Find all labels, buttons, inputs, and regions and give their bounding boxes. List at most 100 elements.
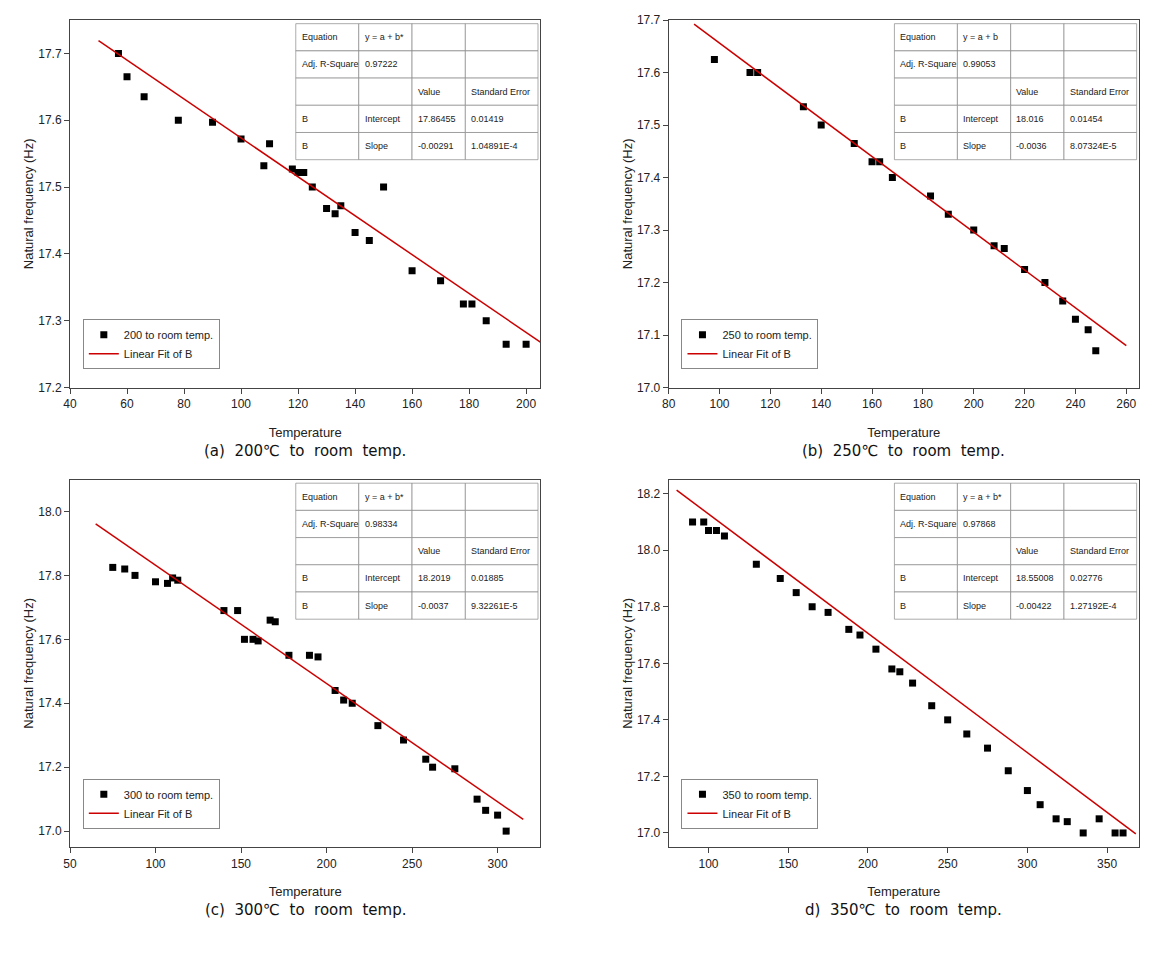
- svg-text:17.4: 17.4: [637, 713, 661, 727]
- svg-text:17.4: 17.4: [38, 696, 62, 710]
- svg-text:Adj. R-Square: Adj. R-Square: [900, 59, 957, 69]
- svg-text:160: 160: [862, 397, 882, 411]
- svg-text:Equation: Equation: [302, 492, 338, 502]
- svg-text:Linear Fit of B: Linear Fit of B: [124, 808, 192, 820]
- svg-text:180: 180: [913, 397, 933, 411]
- svg-text:50: 50: [63, 857, 77, 871]
- svg-text:-0.0037: -0.0037: [418, 601, 449, 611]
- svg-text:80: 80: [177, 397, 191, 411]
- svg-text:18.55008: 18.55008: [1016, 573, 1054, 583]
- svg-text:17.6: 17.6: [637, 66, 661, 80]
- svg-text:120: 120: [760, 397, 780, 411]
- svg-text:300: 300: [1017, 857, 1037, 871]
- svg-text:Linear Fit of B: Linear Fit of B: [124, 348, 192, 360]
- svg-text:Standard Error: Standard Error: [471, 87, 530, 97]
- svg-text:B: B: [900, 114, 906, 124]
- svg-text:200: 200: [516, 397, 536, 411]
- svg-text:17.6: 17.6: [38, 633, 62, 647]
- svg-text:B: B: [302, 601, 308, 611]
- svg-text:160: 160: [402, 397, 422, 411]
- svg-text:Natural frequency (Hz): Natural frequency (Hz): [21, 598, 36, 729]
- svg-text:Slope: Slope: [365, 141, 388, 151]
- svg-text:80: 80: [662, 397, 676, 411]
- svg-text:y = a + b: y = a + b: [963, 32, 998, 42]
- svg-text:Equation: Equation: [900, 32, 936, 42]
- svg-text:-0.0036: -0.0036: [1016, 141, 1047, 151]
- svg-text:18.2: 18.2: [637, 487, 661, 501]
- svg-text:Temperature: Temperature: [269, 884, 342, 899]
- svg-text:260: 260: [1116, 397, 1136, 411]
- svg-text:y = a + b*: y = a + b*: [365, 492, 404, 502]
- svg-text:17.7: 17.7: [637, 13, 661, 27]
- svg-text:0.01885: 0.01885: [471, 573, 504, 583]
- svg-text:B: B: [900, 601, 906, 611]
- svg-text:9.32261E-5: 9.32261E-5: [471, 601, 518, 611]
- svg-text:1.27192E-4: 1.27192E-4: [1070, 601, 1117, 611]
- svg-text:Temperature: Temperature: [867, 425, 940, 440]
- svg-text:18.016: 18.016: [1016, 114, 1044, 124]
- svg-text:Standard Error: Standard Error: [1070, 546, 1129, 556]
- svg-text:240: 240: [1065, 397, 1085, 411]
- svg-text:0.99053: 0.99053: [963, 59, 996, 69]
- svg-text:Value: Value: [418, 546, 440, 556]
- svg-text:17.2: 17.2: [637, 276, 661, 290]
- svg-text:d) 350℃ to room temp.: d) 350℃ to room temp.: [805, 901, 1002, 919]
- svg-text:Intercept: Intercept: [365, 114, 401, 124]
- svg-text:Intercept: Intercept: [963, 573, 999, 583]
- svg-text:Natural frequency (Hz): Natural frequency (Hz): [21, 138, 36, 269]
- svg-text:Equation: Equation: [302, 32, 338, 42]
- svg-text:Temperature: Temperature: [269, 425, 342, 440]
- svg-text:0.02776: 0.02776: [1070, 573, 1103, 583]
- svg-text:150: 150: [231, 857, 251, 871]
- svg-text:200: 200: [858, 857, 878, 871]
- svg-text:17.86455: 17.86455: [418, 114, 456, 124]
- svg-text:Value: Value: [418, 87, 440, 97]
- svg-text:18.2019: 18.2019: [418, 573, 451, 583]
- svg-text:200: 200: [317, 857, 337, 871]
- svg-text:17.8: 17.8: [38, 569, 62, 583]
- svg-text:Standard Error: Standard Error: [471, 546, 530, 556]
- svg-text:Value: Value: [1016, 87, 1038, 97]
- svg-text:Intercept: Intercept: [963, 114, 999, 124]
- svg-text:Intercept: Intercept: [365, 573, 401, 583]
- svg-text:0.98334: 0.98334: [365, 519, 398, 529]
- svg-text:B: B: [302, 141, 308, 151]
- svg-text:17.0: 17.0: [637, 381, 661, 395]
- svg-text:350 to room temp.: 350 to room temp.: [722, 789, 811, 801]
- svg-text:100: 100: [231, 397, 251, 411]
- svg-text:17.1: 17.1: [637, 328, 661, 342]
- svg-text:(b) 250℃ to room temp.: (b) 250℃ to room temp.: [802, 442, 1005, 460]
- svg-text:17.3: 17.3: [637, 223, 661, 237]
- svg-text:350: 350: [1097, 857, 1117, 871]
- svg-text:B: B: [900, 141, 906, 151]
- svg-text:17.0: 17.0: [637, 826, 661, 840]
- svg-text:Slope: Slope: [365, 601, 388, 611]
- svg-text:8.07324E-5: 8.07324E-5: [1070, 141, 1117, 151]
- svg-text:17.2: 17.2: [637, 770, 661, 784]
- svg-text:300: 300: [488, 857, 508, 871]
- svg-text:100: 100: [709, 397, 729, 411]
- svg-text:17.7: 17.7: [38, 47, 62, 61]
- svg-text:17.6: 17.6: [637, 657, 661, 671]
- svg-text:-0.00291: -0.00291: [418, 141, 454, 151]
- svg-text:Natural frequency (Hz): Natural frequency (Hz): [620, 598, 635, 729]
- svg-text:120: 120: [288, 397, 308, 411]
- svg-text:Slope: Slope: [963, 141, 986, 151]
- svg-text:Linear Fit of B: Linear Fit of B: [722, 808, 790, 820]
- svg-text:Linear Fit of B: Linear Fit of B: [722, 348, 790, 360]
- svg-text:Adj. R-Square: Adj. R-Square: [900, 519, 957, 529]
- svg-text:B: B: [302, 114, 308, 124]
- svg-text:0.97222: 0.97222: [365, 59, 398, 69]
- svg-text:Value: Value: [1016, 546, 1038, 556]
- svg-text:Standard Error: Standard Error: [1070, 87, 1129, 97]
- svg-text:-0.00422: -0.00422: [1016, 601, 1052, 611]
- svg-text:17.4: 17.4: [38, 247, 62, 261]
- svg-text:200: 200: [964, 397, 984, 411]
- svg-text:150: 150: [778, 857, 798, 871]
- svg-text:220: 220: [1015, 397, 1035, 411]
- svg-text:Slope: Slope: [963, 601, 986, 611]
- svg-text:17.3: 17.3: [38, 314, 62, 328]
- svg-text:250 to room temp.: 250 to room temp.: [722, 329, 811, 341]
- svg-text:17.5: 17.5: [637, 118, 661, 132]
- svg-text:140: 140: [811, 397, 831, 411]
